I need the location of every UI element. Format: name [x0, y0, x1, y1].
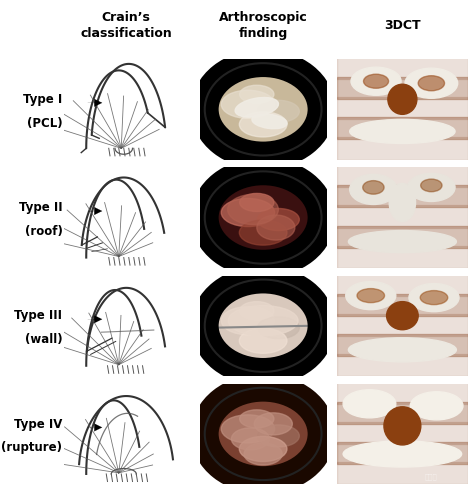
Ellipse shape — [257, 101, 299, 123]
Text: Type IV: Type IV — [14, 417, 62, 430]
Text: (PCL): (PCL) — [27, 117, 62, 129]
Ellipse shape — [240, 302, 274, 320]
Ellipse shape — [343, 441, 462, 467]
Ellipse shape — [350, 120, 455, 144]
FancyBboxPatch shape — [337, 118, 468, 140]
Text: Type I: Type I — [23, 93, 62, 106]
FancyBboxPatch shape — [337, 166, 468, 188]
Ellipse shape — [221, 199, 275, 227]
FancyBboxPatch shape — [337, 314, 468, 336]
Text: Type II: Type II — [19, 201, 62, 214]
FancyBboxPatch shape — [337, 422, 468, 444]
Ellipse shape — [221, 307, 275, 335]
Ellipse shape — [348, 231, 456, 253]
Ellipse shape — [405, 69, 458, 99]
Circle shape — [205, 280, 321, 372]
Ellipse shape — [346, 282, 396, 310]
FancyBboxPatch shape — [337, 442, 468, 464]
Ellipse shape — [240, 194, 274, 212]
Ellipse shape — [235, 98, 278, 118]
FancyBboxPatch shape — [337, 354, 468, 376]
Ellipse shape — [420, 291, 448, 305]
Ellipse shape — [384, 407, 421, 445]
Ellipse shape — [418, 77, 445, 92]
Ellipse shape — [357, 289, 385, 303]
FancyBboxPatch shape — [337, 186, 468, 208]
Ellipse shape — [252, 115, 287, 129]
Ellipse shape — [343, 390, 396, 418]
Ellipse shape — [257, 425, 299, 447]
Text: (rupture): (rupture) — [1, 441, 62, 453]
FancyBboxPatch shape — [337, 78, 468, 100]
Text: (wall): (wall) — [25, 332, 62, 346]
Text: 3DCT: 3DCT — [384, 19, 421, 32]
FancyBboxPatch shape — [337, 294, 468, 316]
FancyBboxPatch shape — [337, 382, 468, 404]
Ellipse shape — [350, 175, 397, 205]
Text: Arthroscopic
finding: Arthroscopic finding — [219, 11, 308, 40]
Ellipse shape — [221, 91, 275, 119]
Ellipse shape — [257, 216, 295, 241]
Ellipse shape — [408, 174, 455, 202]
Ellipse shape — [257, 209, 299, 231]
Circle shape — [205, 64, 321, 156]
Ellipse shape — [410, 392, 463, 420]
Ellipse shape — [389, 184, 415, 222]
FancyBboxPatch shape — [337, 98, 468, 120]
Text: Type III: Type III — [15, 309, 62, 322]
Ellipse shape — [421, 180, 442, 192]
Text: 骨秘籍: 骨秘籍 — [425, 473, 438, 479]
FancyBboxPatch shape — [337, 274, 468, 296]
FancyBboxPatch shape — [337, 246, 468, 268]
Text: Crain’s
classification: Crain’s classification — [80, 11, 172, 40]
Ellipse shape — [351, 68, 401, 96]
Ellipse shape — [254, 413, 292, 435]
Ellipse shape — [239, 221, 287, 245]
FancyBboxPatch shape — [337, 226, 468, 248]
Ellipse shape — [409, 284, 459, 312]
FancyBboxPatch shape — [337, 334, 468, 356]
Ellipse shape — [240, 410, 274, 428]
Ellipse shape — [244, 443, 282, 465]
Ellipse shape — [348, 338, 456, 362]
Ellipse shape — [257, 317, 299, 339]
Ellipse shape — [363, 75, 388, 89]
Ellipse shape — [239, 437, 287, 462]
FancyBboxPatch shape — [337, 402, 468, 424]
FancyBboxPatch shape — [337, 138, 468, 160]
FancyBboxPatch shape — [337, 462, 468, 484]
Ellipse shape — [363, 181, 384, 195]
Ellipse shape — [240, 86, 274, 104]
Text: (roof): (roof) — [25, 224, 62, 238]
Ellipse shape — [231, 428, 270, 450]
Ellipse shape — [239, 113, 287, 138]
FancyBboxPatch shape — [337, 58, 468, 80]
Ellipse shape — [221, 415, 275, 443]
Ellipse shape — [228, 306, 298, 336]
Circle shape — [205, 172, 321, 264]
Ellipse shape — [388, 85, 417, 115]
Ellipse shape — [239, 328, 287, 354]
Circle shape — [205, 388, 321, 480]
Ellipse shape — [387, 302, 418, 330]
FancyBboxPatch shape — [337, 206, 468, 228]
Ellipse shape — [228, 195, 278, 225]
